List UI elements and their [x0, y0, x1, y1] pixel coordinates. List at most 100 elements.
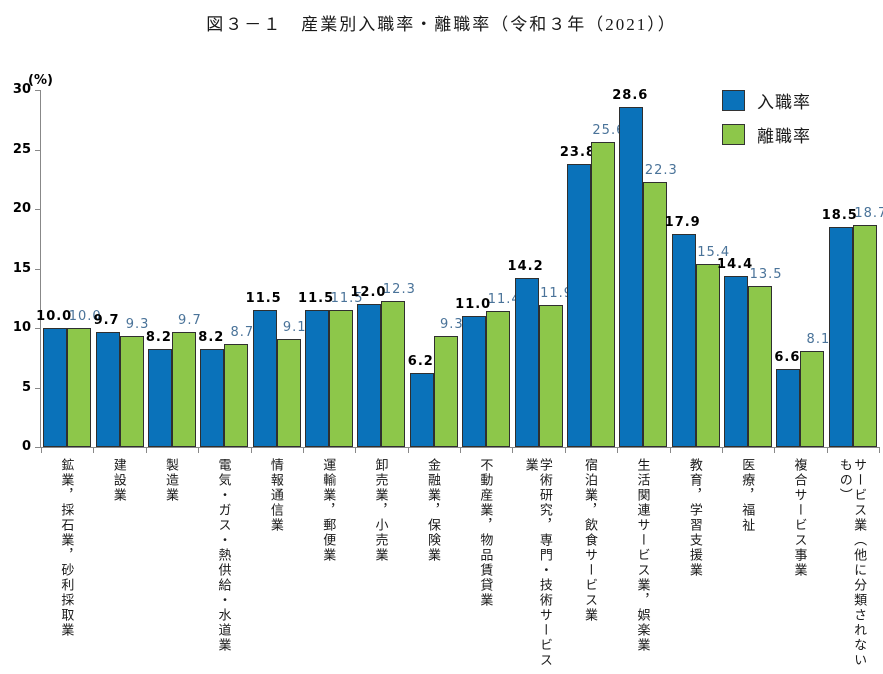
hire-rate-value-label: 11.5 [298, 291, 335, 307]
separation-rate-value-label: 11.9 [540, 286, 574, 302]
hire-rate-bar [409, 373, 434, 447]
category-label: 運輸業，郵便業 [321, 458, 337, 563]
y-tick-label: 20 [12, 201, 31, 216]
separation-rate-value-label: 22.3 [644, 162, 678, 178]
separation-rate-value-label: 8.7 [230, 324, 255, 340]
category-label: 医療，福祉 [740, 458, 756, 533]
separation-rate-value-label: 15.4 [697, 244, 731, 260]
x-tick [302, 447, 304, 453]
x-tick [460, 447, 461, 453]
separation-rate-value-label: 12.3 [382, 281, 416, 297]
x-tick [826, 447, 828, 453]
legend-swatch-separation-rate [722, 124, 745, 145]
separation-rate-value-label: 8.1 [806, 331, 831, 347]
separation-rate-bar [67, 328, 92, 447]
x-tick [41, 447, 42, 453]
separation-rate-bar [695, 263, 720, 447]
hire-rate-value-label: 8.2 [198, 330, 225, 346]
legend-label-separation-rate: 離職率 [757, 127, 811, 146]
y-tick-label: 25 [12, 141, 31, 157]
separation-rate-value-label: 9.7 [178, 312, 202, 328]
category-label: 鉱業，採石業，砂利採取業 [59, 458, 75, 638]
separation-rate-value-label: 11.5 [330, 291, 364, 307]
category-labels: 鉱業，採石業，砂利採取業 建設業 製造業 電気・ガス・熱供給・水道業 情報通信業 運輸業，… [40, 458, 878, 674]
separation-rate-bar [224, 343, 249, 447]
separation-rate-value-label: 9.3 [439, 317, 464, 333]
hire-rate-value-label: 11.0 [455, 297, 492, 313]
y-tick [35, 209, 41, 210]
x-tick [564, 447, 566, 453]
y-tick [35, 328, 41, 329]
y-tick-label: 10 [12, 320, 31, 335]
separation-rate-value-label: 25.6 [592, 123, 626, 139]
category-label: 複合サービス事業 [792, 458, 808, 578]
separation-rate-bar [590, 142, 615, 447]
y-tick-label: 15 [12, 260, 31, 276]
separation-rate-bar [800, 350, 825, 447]
separation-rate-bar [852, 224, 877, 447]
separation-rate-bar [119, 336, 144, 447]
hire-rate-value-label: 23.8 [559, 144, 596, 160]
category-label: 教育，学習支援業 [687, 458, 703, 578]
x-tick [145, 447, 147, 453]
category-label: 宿泊業，飲食サービス業 [583, 458, 599, 623]
category-label: 学術研究，専門・技術サービス業 [523, 458, 553, 668]
separation-rate-value-label: 18.7 [854, 205, 883, 221]
x-tick [512, 447, 514, 453]
category-label: 卸売業，小売業 [373, 458, 389, 563]
y-tick-label: 5 [21, 379, 31, 395]
separation-rate-value-label: 10.0 [68, 309, 102, 324]
legend-label-hire-rate: 入職率 [757, 93, 811, 112]
separation-rate-value-label: 9.3 [125, 317, 150, 333]
category-label: 製造業 [164, 458, 180, 503]
hire-rate-bar [147, 349, 172, 447]
separation-rate-bar [433, 336, 458, 447]
hire-rate-value-label: 18.5 [821, 207, 858, 223]
hire-rate-value-label: 10.0 [36, 309, 73, 324]
y-tick [35, 268, 41, 270]
x-tick [617, 447, 619, 453]
hire-rate-bar [357, 304, 382, 447]
y-tick [35, 447, 41, 448]
category-label: 電気・ガス・熱供給・水道業 [216, 458, 232, 653]
hire-rate-bar [252, 310, 277, 447]
hire-rate-bar [724, 275, 749, 447]
separation-rate-bar [171, 331, 196, 447]
x-tick [879, 447, 880, 453]
separation-rate-bar [381, 300, 406, 447]
x-tick [669, 447, 671, 453]
category-label: 建設業 [111, 458, 127, 503]
y-tick [35, 149, 41, 151]
hire-rate-value-label: 12.0 [350, 285, 387, 301]
x-tick [407, 447, 409, 453]
separation-rate-bar [538, 305, 563, 447]
legend-item-separation-rate: 離職率 [722, 122, 811, 147]
x-tick [93, 447, 95, 453]
category-label: 不動産業，物品賃貸業 [478, 458, 494, 608]
category-label: サービス業（他に分類されないもの） [837, 458, 868, 668]
hire-rate-value-label: 14.2 [507, 259, 544, 274]
hire-rate-value-label: 6.2 [407, 354, 434, 370]
hire-rate-value-label: 14.4 [717, 256, 754, 272]
hire-rate-bar [305, 310, 330, 447]
category-label: 金融業，保険業 [425, 458, 441, 563]
hire-rate-bar [43, 328, 68, 447]
hire-rate-value-label: 28.6 [612, 87, 649, 103]
separation-rate-value-label: 9.1 [282, 319, 307, 335]
hire-rate-bar [462, 316, 487, 447]
separation-rate-value-label: 13.5 [749, 267, 783, 283]
separation-rate-bar [486, 311, 511, 447]
hire-rate-bar [828, 226, 853, 447]
hire-rate-value-label: 8.2 [145, 330, 172, 346]
y-tick-label: 0 [21, 439, 31, 454]
separation-rate-value-label: 11.4 [487, 292, 521, 308]
legend-swatch-hire-rate [722, 90, 745, 111]
category-label: 情報通信業 [268, 458, 284, 533]
separation-rate-bar [276, 338, 301, 447]
legend: 入職率 離職率 [722, 88, 811, 156]
legend-item-hire-rate: 入職率 [722, 88, 811, 113]
y-axis-unit-label: (%) [27, 73, 54, 88]
y-tick [35, 90, 41, 91]
hire-rate-bar [95, 331, 120, 447]
separation-rate-bar [329, 310, 354, 447]
